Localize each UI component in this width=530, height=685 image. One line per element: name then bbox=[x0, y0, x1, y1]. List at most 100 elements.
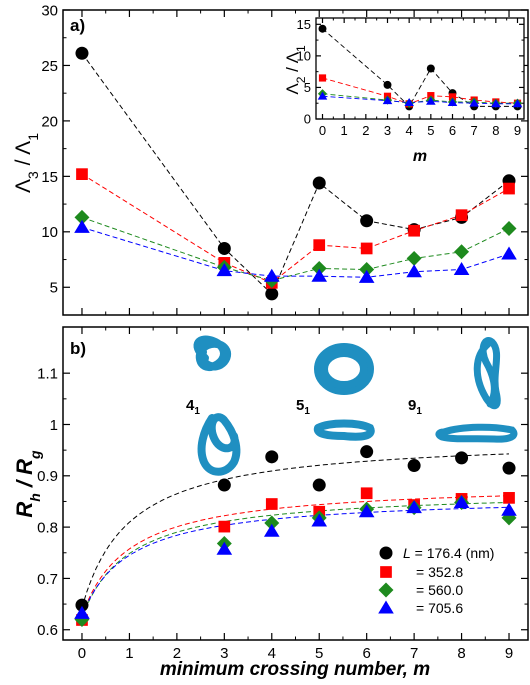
x-tick-label: 0 bbox=[319, 123, 326, 138]
inset-series-0-point bbox=[318, 24, 327, 33]
y-tick-label: 25 bbox=[41, 58, 58, 75]
y-tick-label: 10 bbox=[41, 224, 58, 241]
panel-b-series-0-point bbox=[455, 451, 469, 465]
panel-b-series-1-point bbox=[503, 492, 515, 504]
y-tick-label: 0.6 bbox=[37, 622, 58, 639]
panel-b-series-3-point bbox=[358, 504, 375, 518]
panel-b-series-0-point bbox=[407, 459, 421, 473]
panel-a-series-1-point bbox=[455, 209, 468, 222]
panel-b-series-1-point bbox=[218, 520, 231, 533]
panel-b-series-3-point bbox=[263, 523, 280, 537]
x-tick-label: 5 bbox=[315, 645, 323, 662]
legend-marker-0 bbox=[379, 546, 393, 560]
inset-series-3-point bbox=[512, 99, 523, 108]
panel-b-series-1-point bbox=[360, 487, 373, 500]
panel-a-series-2-point bbox=[359, 262, 375, 278]
y-tick-label: 0.8 bbox=[37, 520, 58, 537]
panel-b-series-0-point bbox=[265, 450, 279, 464]
panel-a-series-0-point bbox=[312, 176, 326, 190]
inset-series-3-point bbox=[447, 97, 458, 106]
panel-a-series-3-point bbox=[406, 264, 422, 278]
x-tick-label: 9 bbox=[505, 645, 513, 662]
x-tick-label: 6 bbox=[449, 123, 456, 138]
y-tick-label: 5 bbox=[304, 80, 311, 95]
panel-a-series-3-point bbox=[74, 219, 90, 233]
legend-marker-2 bbox=[378, 582, 394, 598]
panel-b-series-3-point bbox=[406, 500, 422, 514]
knot-9-1-illustrations bbox=[435, 337, 518, 443]
x-tick-label: 7 bbox=[410, 645, 418, 662]
x-tick-label: 1 bbox=[125, 645, 133, 662]
y-tick-label: 0.9 bbox=[37, 468, 58, 485]
panel-a-series-0-point bbox=[75, 46, 89, 60]
inset-series-0-point bbox=[383, 80, 392, 89]
x-tick-label: 7 bbox=[471, 123, 478, 138]
knot-label-5-1: 51 bbox=[296, 397, 310, 417]
panel-b-series-3-point bbox=[501, 502, 517, 516]
panel-a-series-0-line bbox=[81, 52, 510, 295]
panel-a-ylabel: Λ3 / Λ1 bbox=[12, 133, 41, 193]
x-tick-label: 8 bbox=[492, 123, 499, 138]
y-tick-label: 15 bbox=[41, 169, 58, 186]
inset-series-3-point bbox=[426, 96, 436, 105]
panel-b-fit-curve-3 bbox=[81, 506, 510, 616]
legend-entry-2: = 560.0 bbox=[416, 582, 463, 598]
panel-b-series-0-point bbox=[312, 478, 326, 492]
panel-a-series-3-point bbox=[263, 268, 280, 282]
panel-b-series-3-point bbox=[311, 513, 328, 527]
panel-a-series-2-point bbox=[406, 250, 422, 266]
x-tick-label: 9 bbox=[514, 123, 521, 138]
legend-marker-3 bbox=[378, 600, 394, 614]
inset-ylabel: Λ2 / Λ1 bbox=[283, 45, 308, 95]
x-tick-label: 6 bbox=[363, 645, 371, 662]
x-tick-label: 2 bbox=[173, 645, 181, 662]
panel-a-label: a) bbox=[70, 16, 85, 35]
panel-b-series-0-point bbox=[217, 478, 231, 492]
panel-a-series-2-point bbox=[454, 244, 470, 260]
x-tick-label: 3 bbox=[220, 645, 228, 662]
y-tick-label: 1.1 bbox=[37, 366, 58, 383]
x-tick-label: 3 bbox=[384, 123, 391, 138]
panel-a-series-3-point bbox=[501, 246, 517, 260]
x-tick-label: 5 bbox=[427, 123, 434, 138]
inset-series-3-point bbox=[382, 96, 393, 105]
x-tick-label: 8 bbox=[457, 645, 465, 662]
panel-a-series-1-point bbox=[503, 182, 515, 195]
panel-a-series-0-point bbox=[360, 214, 374, 228]
x-tick-label: 1 bbox=[341, 123, 348, 138]
panel-b-series-3-point bbox=[453, 495, 470, 509]
panel-b-series-2-point bbox=[501, 510, 517, 526]
y-tick-label: 30 bbox=[41, 2, 58, 19]
legend-entry-3: = 705.6 bbox=[416, 600, 463, 616]
x-tick-label: 4 bbox=[268, 645, 276, 662]
x-tick-label: 2 bbox=[362, 123, 369, 138]
inset-series-3-point bbox=[491, 99, 501, 108]
panel-a-series-1-point bbox=[76, 168, 88, 180]
y-tick-label: 15 bbox=[297, 17, 311, 32]
knot-label-9-1: 91 bbox=[408, 397, 422, 417]
y-tick-label: 0.7 bbox=[37, 571, 58, 588]
panel-a-series-3-point bbox=[216, 263, 233, 277]
legend-marker-1 bbox=[380, 566, 392, 578]
panel-b-series-0-point bbox=[360, 445, 374, 459]
y-tick-label: 5 bbox=[50, 280, 58, 297]
panel-a-series-1-point bbox=[313, 239, 326, 251]
panel-b-series-0-point bbox=[502, 461, 516, 475]
knot-4-1-illustrations bbox=[193, 335, 241, 476]
y-tick-label: 1 bbox=[50, 417, 58, 434]
panel-b-fit-curve-1 bbox=[81, 495, 510, 616]
panel-a-series-1-point bbox=[360, 242, 373, 255]
panel-a-series-2-point bbox=[501, 221, 517, 236]
panel-b-series-1-point bbox=[265, 498, 278, 510]
panel-a-series-3-point bbox=[311, 268, 328, 282]
panel-a-series-3-point bbox=[453, 262, 470, 276]
x-tick-label: 4 bbox=[406, 123, 413, 138]
knot-label-4-1: 41 bbox=[186, 397, 200, 417]
panel-b-ylabel: Rh / Rg bbox=[12, 450, 43, 518]
knot-5-1-illustrations bbox=[313, 343, 375, 441]
panel-a-series-2-point bbox=[74, 209, 90, 225]
inset-series-1-point bbox=[318, 74, 327, 82]
legend: L = 176.4 (nm) = 352.8 = 560.0 = 705.6 bbox=[378, 545, 494, 616]
x-tick-label: 0 bbox=[78, 645, 86, 662]
